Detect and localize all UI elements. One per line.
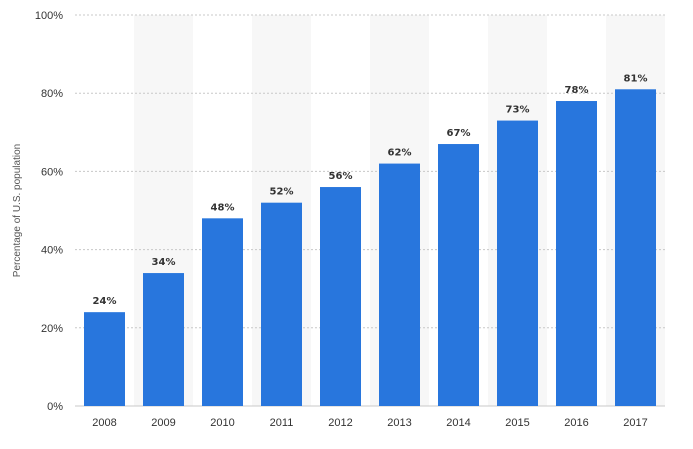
x-tick-label: 2010: [210, 417, 234, 429]
bar-2015: [497, 120, 538, 406]
x-tick-label: 2017: [623, 417, 647, 429]
bars: [84, 89, 656, 407]
bar-2014: [438, 144, 479, 406]
y-tick-label: 100%: [35, 10, 63, 22]
x-tick-label: 2014: [446, 417, 470, 429]
bar-2013: [379, 163, 420, 406]
data-label-2017: 81%: [624, 73, 648, 84]
x-axis-ticks: 2008 2009 2010 2011 2012 2013 2014 2015 2016 2017: [92, 417, 647, 429]
data-label-2012: 56%: [329, 171, 353, 182]
bar-2010: [202, 218, 243, 406]
bar-2008: [84, 312, 125, 406]
y-tick-label: 80%: [41, 88, 63, 100]
data-label-2009: 34%: [152, 257, 176, 268]
bar-2011: [261, 202, 302, 406]
x-tick-label: 2011: [270, 417, 294, 429]
y-tick-label: 20%: [41, 323, 63, 335]
x-tick-label: 2008: [92, 417, 116, 429]
data-label-2015: 73%: [506, 105, 530, 116]
x-tick-label: 2009: [151, 417, 175, 429]
data-label-2008: 24%: [93, 296, 117, 307]
y-tick-label: 0%: [47, 401, 63, 413]
bar-2012: [320, 187, 361, 406]
bar-2009: [143, 273, 184, 406]
data-label-2010: 48%: [211, 202, 235, 213]
y-axis-ticks: 0% 20% 40% 60% 80% 100%: [35, 10, 63, 413]
x-tick-label: 2015: [505, 417, 529, 429]
y-tick-label: 60%: [41, 166, 63, 178]
data-label-2013: 62%: [388, 148, 412, 159]
y-axis-label: Percentage of U.S. population: [12, 144, 23, 277]
x-tick-label: 2012: [328, 417, 352, 429]
y-tick-label: 40%: [41, 245, 63, 257]
bar-2017: [615, 89, 656, 406]
data-label-2016: 78%: [565, 85, 589, 96]
data-label-2014: 67%: [447, 128, 471, 139]
x-tick-label: 2016: [564, 417, 588, 429]
bar-2016: [556, 101, 597, 407]
x-tick-label: 2013: [387, 417, 411, 429]
data-label-2011: 52%: [270, 187, 294, 198]
data-labels: 24% 34% 48% 52% 56% 62% 67% 73% 78% 81%: [93, 73, 648, 307]
